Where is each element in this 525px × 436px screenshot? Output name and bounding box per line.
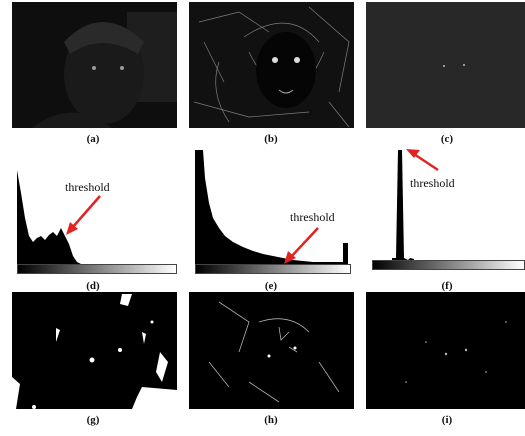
binary-sketch-i: [405, 321, 507, 383]
image-i-binary: [366, 292, 525, 409]
caption-a: (a): [86, 133, 100, 145]
histogram-e-ramp: [195, 264, 351, 274]
histogram-f-ramp: [372, 260, 525, 270]
face-sketch-a: [12, 2, 177, 128]
annotation-e-threshold: threshold: [290, 210, 335, 224]
histogram-d-bars: [17, 170, 175, 266]
caption-c: (c): [440, 133, 454, 145]
edge-sketch-b: [193, 6, 350, 128]
caption-f: (f): [441, 280, 453, 292]
histogram-d: [15, 148, 177, 274]
binary-sketch-g: [12, 294, 177, 409]
histogram-f-bars: [392, 150, 414, 260]
caption-i: (i): [441, 414, 453, 426]
histogram-e: [193, 148, 353, 274]
binary-sketch-h: [208, 301, 340, 403]
caption-g: (g): [86, 414, 100, 426]
image-c-dark: [366, 2, 525, 128]
histogram-d-ramp: [17, 264, 177, 274]
caption-b: (b): [264, 133, 278, 145]
caption-h: (h): [264, 414, 278, 426]
image-g-binary: [12, 292, 177, 409]
caption-e: (e): [264, 280, 278, 292]
image-a-face-gray: [12, 2, 177, 128]
histogram-f: [370, 148, 525, 274]
caption-d: (d): [86, 280, 100, 292]
image-b-edges: [189, 2, 354, 128]
annotation-f-threshold: threshold: [410, 176, 455, 190]
image-h-binary: [189, 292, 354, 409]
annotation-d-threshold: threshold: [65, 180, 110, 194]
dark-sketch-c: [366, 2, 525, 128]
histogram-e-bars: [195, 150, 348, 266]
